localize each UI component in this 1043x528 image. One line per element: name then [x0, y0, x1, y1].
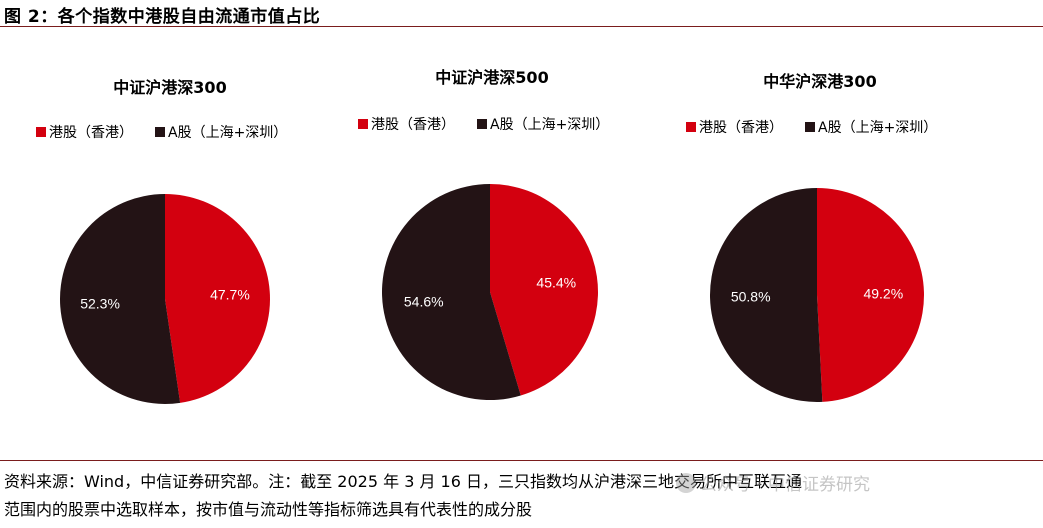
legend-swatch-hk	[358, 119, 368, 129]
legend-label-hk: 港股（香港）	[699, 120, 783, 136]
legend-swatch-a	[805, 122, 815, 132]
legend-label-hk: 港股（香港）	[49, 125, 133, 141]
pie-slice-hk	[165, 194, 270, 403]
pie-chart-1: 中证沪港深300 港股（香港） A股（上海+深圳） 47.7% 52.3%	[0, 60, 340, 440]
watermark-text: 公众号・中信证券研究	[700, 475, 870, 495]
pie-slice-hk	[817, 188, 924, 402]
pie-slice-a	[60, 194, 181, 404]
legend-swatch-hk	[686, 122, 696, 132]
legend-item-hk: 港股（香港）	[36, 122, 133, 142]
figure-title: 图 2：各个指数中港股自由流通市值占比	[4, 7, 321, 27]
legend: 港股（香港） A股（上海+深圳）	[36, 122, 309, 142]
legend-item-a: A股（上海+深圳）	[155, 122, 287, 142]
data-label-a: 50.8%	[731, 289, 771, 305]
data-label-hk: 49.2%	[863, 285, 903, 301]
legend-item-a: A股（上海+深圳）	[805, 117, 937, 137]
pie-plot: 45.4% 54.6%	[382, 184, 598, 400]
legend-swatch-a	[155, 127, 165, 137]
data-label-a: 54.6%	[404, 294, 444, 310]
chart-title: 中证沪港深500	[435, 68, 549, 87]
legend-swatch-a	[477, 119, 487, 129]
wechat-icon	[676, 472, 696, 493]
source-line-1: 资料来源：Wind，中信证券研究部。注：截至 2025 年 3 月 16 日，三…	[4, 472, 802, 491]
pie-slice-hk	[490, 184, 598, 396]
pie-plot: 49.2% 50.8%	[710, 187, 924, 402]
legend-swatch-hk	[36, 127, 46, 137]
pie-slice-a	[382, 184, 521, 400]
pie-chart-2: 中证沪港深500 港股（香港） A股（上海+深圳） 45.4% 54.6%	[322, 60, 662, 440]
legend-label-a: A股（上海+深圳）	[168, 125, 288, 141]
chart-title: 中证沪港深300	[113, 78, 227, 97]
source-line-2: 范围内的股票中选取样本，按市值与流动性等指标筛选具有代表性的成分股	[4, 500, 533, 519]
watermark: 公众号・中信证券研究	[676, 470, 870, 495]
legend-label-a: A股（上海+深圳）	[490, 117, 610, 133]
legend: 港股（香港） A股（上海+深圳）	[358, 114, 631, 134]
legend-label-hk: 港股（香港）	[371, 117, 455, 133]
pie-chart-3: 中华沪深港300 港股（香港） A股（上海+深圳） 49.2% 50.8%	[650, 60, 990, 440]
legend-item-hk: 港股（香港）	[686, 117, 783, 137]
bottom-rule	[0, 460, 1043, 461]
top-rule	[0, 26, 1043, 27]
pie-slice-a	[710, 187, 823, 402]
legend-item-hk: 港股（香港）	[358, 114, 455, 134]
legend-item-a: A股（上海+深圳）	[477, 114, 609, 134]
pie-plot: 47.7% 52.3%	[60, 194, 270, 404]
data-label-hk: 47.7%	[210, 286, 250, 302]
data-label-a: 52.3%	[80, 296, 120, 312]
source-note: 资料来源：Wind，中信证券研究部。注：截至 2025 年 3 月 16 日，三…	[4, 468, 1039, 524]
chart-title: 中华沪深港300	[763, 72, 877, 91]
data-label-hk: 45.4%	[536, 274, 576, 290]
legend-label-a: A股（上海+深圳）	[818, 120, 938, 136]
legend: 港股（香港） A股（上海+深圳）	[686, 117, 959, 137]
